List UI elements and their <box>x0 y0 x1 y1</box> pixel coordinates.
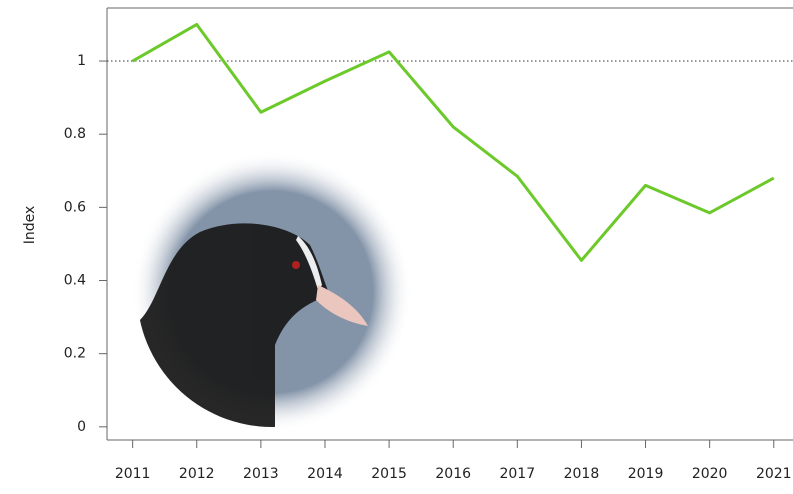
y-axis-label: Index <box>22 206 38 245</box>
y-tick-label: 0.4 <box>64 273 86 289</box>
data-line <box>131 22 775 262</box>
x-tick-label: 2012 <box>179 466 215 482</box>
x-tick-label: 2013 <box>243 466 279 482</box>
y-tick-label: 0 <box>77 419 86 435</box>
y-tick-label: 0.6 <box>64 199 86 215</box>
x-tick-label: 2019 <box>628 466 664 482</box>
x-tick-label: 2017 <box>499 466 535 482</box>
y-tick-label: 0.8 <box>64 126 86 142</box>
x-tick-label: 2020 <box>692 466 728 482</box>
x-tick-label: 2016 <box>435 466 471 482</box>
x-tick-label: 2011 <box>115 466 151 482</box>
x-tick-label: 2018 <box>564 466 600 482</box>
x-tick-label: 2015 <box>371 466 407 482</box>
y-tick-label: 0.2 <box>64 346 86 362</box>
coot-photo <box>132 152 412 432</box>
x-tick-label: 2014 <box>307 466 343 482</box>
y-tick-label: 1 <box>77 53 86 69</box>
x-tick-label: 2021 <box>756 466 792 482</box>
